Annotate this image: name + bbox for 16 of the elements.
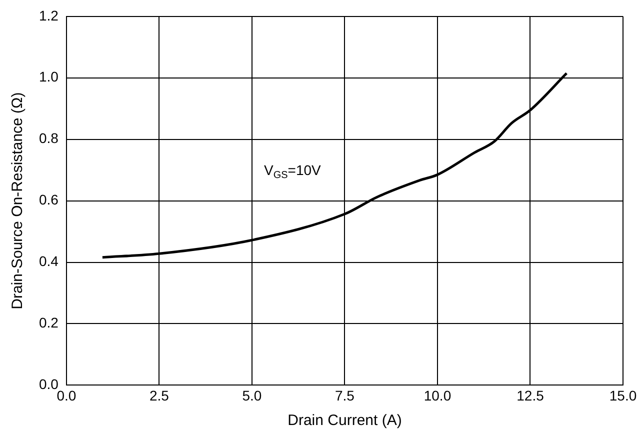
x-tick-label: 12.5 bbox=[516, 387, 544, 404]
x-tick-label: 2.5 bbox=[149, 387, 170, 404]
y-tick-label: 0.8 bbox=[38, 130, 59, 146]
y-tick-label: 0.0 bbox=[38, 376, 59, 392]
x-tick-label: 10.0 bbox=[424, 387, 452, 404]
x-tick-label: 5.0 bbox=[242, 387, 262, 404]
x-tick-label: 15.0 bbox=[609, 387, 637, 404]
y-tick-label: 0.6 bbox=[38, 192, 59, 208]
y-tick-label: 1.0 bbox=[38, 68, 59, 85]
y-tick-label: 1.2 bbox=[38, 7, 59, 24]
y-axis-title: Drain-Source On-Resistance (Ω) bbox=[9, 92, 26, 310]
y-tick-label: 0.4 bbox=[38, 253, 59, 270]
x-axis-title: Drain Current (A) bbox=[288, 412, 402, 430]
y-tick-label: 0.2 bbox=[38, 314, 59, 331]
x-tick-label: 7.5 bbox=[334, 387, 355, 404]
x-tick-label: 0.0 bbox=[56, 387, 76, 404]
